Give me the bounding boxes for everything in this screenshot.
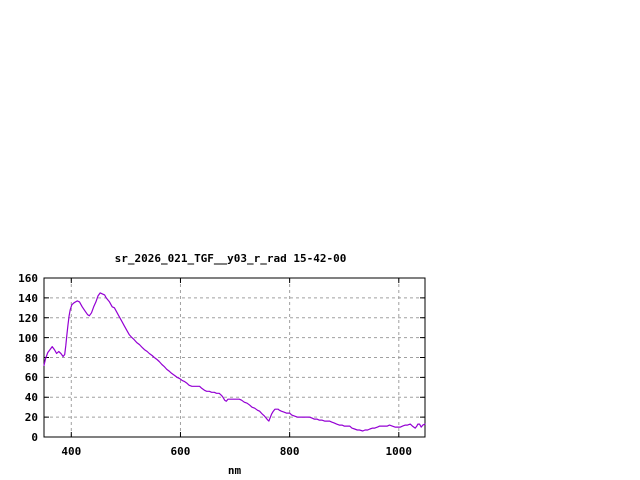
y-tick-label: 160	[18, 272, 38, 285]
y-tick-label: 20	[24, 411, 38, 425]
x-tick-label: 400	[61, 445, 82, 458]
y-tick-label: 0	[31, 431, 38, 444]
x-tick-label: 1000	[385, 445, 413, 458]
x-axis-label: nm	[227, 464, 242, 477]
y-tick-label: 140	[18, 291, 38, 305]
y-tick-label: 60	[24, 371, 38, 385]
x-tick-label: 800	[279, 445, 300, 458]
plot-border	[43, 277, 426, 438]
spectrum-line	[43, 292, 426, 432]
y-tick-label: 40	[24, 391, 38, 405]
x-tick-label: 600	[170, 445, 191, 458]
chart-title: sr_2026_021_TGF__y03_r_rad 15-42-00	[114, 252, 347, 265]
y-tick-label: 120	[18, 311, 38, 325]
y-tick-label: 80	[24, 351, 38, 365]
y-tick-label: 100	[18, 331, 38, 345]
